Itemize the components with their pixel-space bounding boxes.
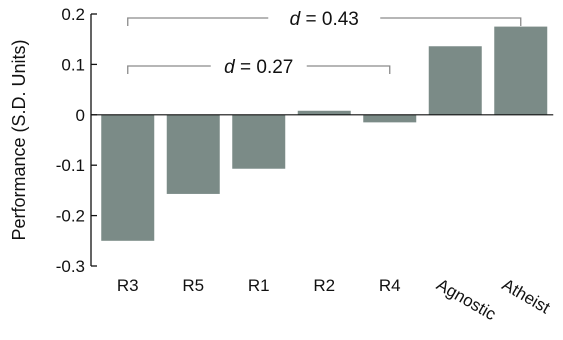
effect-size-symbol: d [224,57,236,78]
effect-size-label: d = 0.27 [224,57,293,78]
bar-r2 [297,110,351,115]
effect-size-value: = 0.27 [235,57,294,78]
x-tick-label-r1: R1 [248,276,270,295]
y-tick-label: -0.2 [56,207,85,226]
y-tick-label: -0.3 [56,257,85,276]
bar-r5 [166,114,220,194]
bar-atheist [494,26,548,115]
x-tick-label-atheist: Atheist [499,275,554,318]
bracket-right [380,17,522,26]
bar-agnostic [428,46,482,115]
bracket-left [127,65,211,74]
y-tick-label: 0.2 [61,5,85,24]
bar-r4 [363,114,417,123]
y-tick-label: 0.1 [61,55,85,74]
x-tick-label-r4: R4 [379,276,401,295]
x-axis-tick-labels: R3 R5 R1 R2 R4 Agnostic Atheist [117,275,554,324]
effect-size-annotation: d = 0.27 [127,57,391,78]
x-tick-label-agnostic: Agnostic [433,275,499,324]
effect-size-value: = 0.43 [300,9,359,30]
effect-size-label: d = 0.43 [290,9,359,30]
x-tick-label-r3: R3 [117,276,139,295]
bar-r1 [232,114,286,169]
y-axis-label-group: Performance (S.D. Units) [9,39,29,240]
annotations: d = 0.43d = 0.27 [127,9,522,78]
x-tick-label-r5: R5 [182,276,204,295]
bracket-right [306,65,391,74]
effect-size-annotation: d = 0.43 [127,9,522,30]
bar-r3 [101,114,155,241]
x-tick-label-r2: R2 [313,276,335,295]
bracket-left [127,17,269,26]
y-axis-label: Performance (S.D. Units) [9,39,29,240]
y-tick-label: 0 [76,106,85,125]
bars [101,26,548,241]
effect-size-symbol: d [290,9,302,30]
y-tick-label: -0.1 [56,156,85,175]
y-axis: 0.2 0.1 0 -0.1 -0.2 -0.3 [56,5,97,276]
